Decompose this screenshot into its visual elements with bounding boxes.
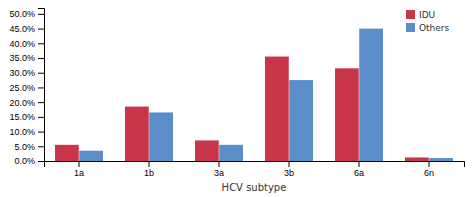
tick-mark bbox=[289, 161, 290, 167]
tick: 25.0% bbox=[9, 83, 44, 93]
tick-mark bbox=[38, 43, 44, 44]
bar bbox=[195, 140, 219, 161]
tick-mark bbox=[38, 87, 44, 88]
tick: 0.0% bbox=[14, 156, 44, 166]
legend-swatch bbox=[406, 23, 415, 32]
tick: 15.0% bbox=[9, 112, 44, 122]
tick-label: 30.0% bbox=[9, 68, 35, 78]
tick-label: 15.0% bbox=[9, 112, 35, 122]
plot: 0.0% 5.0% 10.0% 15.0% 20.0% 25.0% 30.0% 35.0% 40… bbox=[9, 9, 464, 179]
tick-mark bbox=[38, 73, 44, 74]
bar bbox=[429, 158, 453, 161]
legend-swatch bbox=[406, 10, 415, 19]
tick: 20.0% bbox=[9, 98, 44, 108]
legend-label: Others bbox=[419, 23, 450, 33]
bar bbox=[79, 151, 103, 161]
tick-label: 40.0% bbox=[9, 39, 35, 49]
tick: 1a bbox=[74, 161, 84, 178]
bar bbox=[359, 29, 383, 161]
tick-label: 10.0% bbox=[9, 127, 35, 137]
tick-mark bbox=[38, 14, 44, 15]
tick-mark bbox=[219, 161, 220, 167]
tick-label: 35.0% bbox=[9, 53, 35, 63]
bar bbox=[55, 145, 79, 161]
tick-label: 3a bbox=[214, 168, 224, 178]
tick-mark bbox=[359, 161, 360, 167]
tick-label: 0.0% bbox=[14, 156, 35, 166]
legend-item: Others bbox=[406, 23, 450, 33]
tick-mark bbox=[38, 29, 44, 30]
tick: 3b bbox=[284, 161, 294, 178]
tick-label: 6n bbox=[424, 168, 434, 178]
legend-label: IDU bbox=[419, 10, 435, 20]
tick-mark bbox=[38, 58, 44, 59]
tick: 40.0% bbox=[9, 39, 44, 49]
tick: 1b bbox=[144, 161, 154, 178]
bar bbox=[289, 80, 313, 161]
legend-item: IDU bbox=[406, 10, 435, 20]
tick: 10.0% bbox=[9, 127, 44, 137]
chart: 0.0% 5.0% 10.0% 15.0% 20.0% 25.0% 30.0% 35.0% 40… bbox=[0, 0, 474, 197]
bar bbox=[125, 107, 149, 161]
bar bbox=[219, 145, 243, 161]
tick: 6n bbox=[424, 161, 434, 178]
bars bbox=[55, 29, 453, 161]
tick: 5.0% bbox=[14, 142, 44, 152]
tick-label: 50.0% bbox=[9, 9, 35, 19]
series bbox=[79, 29, 453, 161]
tick: 6a bbox=[354, 161, 364, 178]
tick: 45.0% bbox=[9, 24, 44, 34]
x-axis-title: HCV subtype bbox=[222, 182, 287, 193]
bar bbox=[149, 112, 173, 161]
tick-mark bbox=[79, 161, 80, 167]
x-axis: 1a 1b 3a 3b 6a 6n bbox=[45, 161, 465, 178]
tick-label: 25.0% bbox=[9, 83, 35, 93]
tick-mark bbox=[38, 132, 44, 133]
tick-label: 1b bbox=[144, 168, 154, 178]
legend: IDU Others bbox=[406, 10, 450, 33]
tick-label: 5.0% bbox=[14, 142, 35, 152]
tick-mark bbox=[38, 102, 44, 103]
tick-mark bbox=[38, 117, 44, 118]
tick: 3a bbox=[214, 161, 224, 178]
tick-label: 1a bbox=[74, 168, 84, 178]
tick-mark bbox=[38, 146, 44, 147]
tick-mark bbox=[429, 161, 430, 167]
tick: 35.0% bbox=[9, 53, 44, 63]
tick: 50.0% bbox=[9, 9, 44, 19]
axis-line bbox=[45, 162, 465, 168]
tick-label: 45.0% bbox=[9, 24, 35, 34]
tick-mark bbox=[149, 161, 150, 167]
axis-line bbox=[38, 9, 45, 162]
tick-mark bbox=[38, 161, 44, 162]
tick-label: 20.0% bbox=[9, 98, 35, 108]
bar bbox=[335, 68, 359, 161]
y-axis: 0.0% 5.0% 10.0% 15.0% 20.0% 25.0% 30.0% 35.0% 40… bbox=[9, 9, 44, 167]
tick: 30.0% bbox=[9, 68, 44, 78]
tick-label: 6a bbox=[354, 168, 364, 178]
bar bbox=[405, 157, 429, 161]
bar bbox=[265, 57, 289, 161]
tick-label: 3b bbox=[284, 168, 294, 178]
